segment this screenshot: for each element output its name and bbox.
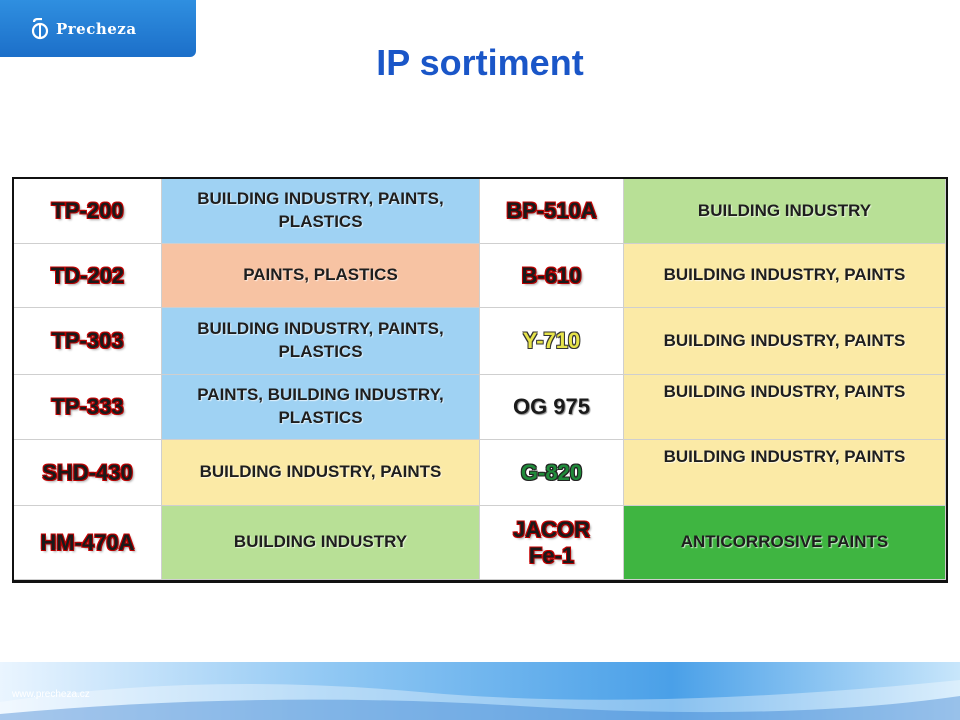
product-code-cell: B-610	[480, 244, 624, 308]
page-title: IP sortiment	[376, 42, 584, 83]
footer-banner: www.precheza.cz	[0, 662, 960, 720]
product-code-cell: TP-303	[14, 308, 162, 375]
application-cell: BUILDING INDUSTRY, PAINTS	[624, 244, 946, 308]
application-cell: BUILDING INDUSTRY, PAINTS	[624, 308, 946, 375]
product-code-cell: BP-510A	[480, 179, 624, 244]
application-cell: BUILDING INDUSTRY	[162, 506, 480, 580]
application-cell: BUILDING INDUSTRY, PAINTS	[624, 440, 946, 506]
application-cell: BUILDING INDUSTRY	[624, 179, 946, 244]
product-table: TP-200 BUILDING INDUSTRY, PAINTS, PLASTI…	[12, 177, 948, 583]
product-code-cell: TP-333	[14, 375, 162, 440]
product-code-cell: JACOR Fe-1	[480, 506, 624, 580]
application-cell: ANTICORROSIVE PAINTS	[624, 506, 946, 580]
application-cell: BUILDING INDUSTRY, PAINTS, PLASTICS	[162, 179, 480, 244]
product-code-cell: G-820	[480, 440, 624, 506]
footer-wave-graphic	[0, 680, 960, 720]
application-cell: BUILDING INDUSTRY, PAINTS	[162, 440, 480, 506]
application-cell: PAINTS, BUILDING INDUSTRY, PLASTICS	[162, 375, 480, 440]
footer-url: www.precheza.cz	[12, 689, 90, 700]
logo-text: Precheza	[56, 19, 137, 38]
product-code-cell: TD-202	[14, 244, 162, 308]
product-code-cell: SHD-430	[14, 440, 162, 506]
application-cell: BUILDING INDUSTRY, PAINTS	[624, 375, 946, 440]
precheza-logo: Precheza	[0, 0, 196, 57]
product-code-cell: OG 975	[480, 375, 624, 440]
product-code-cell: Y-710	[480, 308, 624, 375]
product-code-cell: TP-200	[14, 179, 162, 244]
application-cell: BUILDING INDUSTRY, PAINTS, PLASTICS	[162, 308, 480, 375]
precheza-logo-icon	[31, 17, 49, 39]
application-cell: PAINTS, PLASTICS	[162, 244, 480, 308]
product-code-cell: HM-470A	[14, 506, 162, 580]
